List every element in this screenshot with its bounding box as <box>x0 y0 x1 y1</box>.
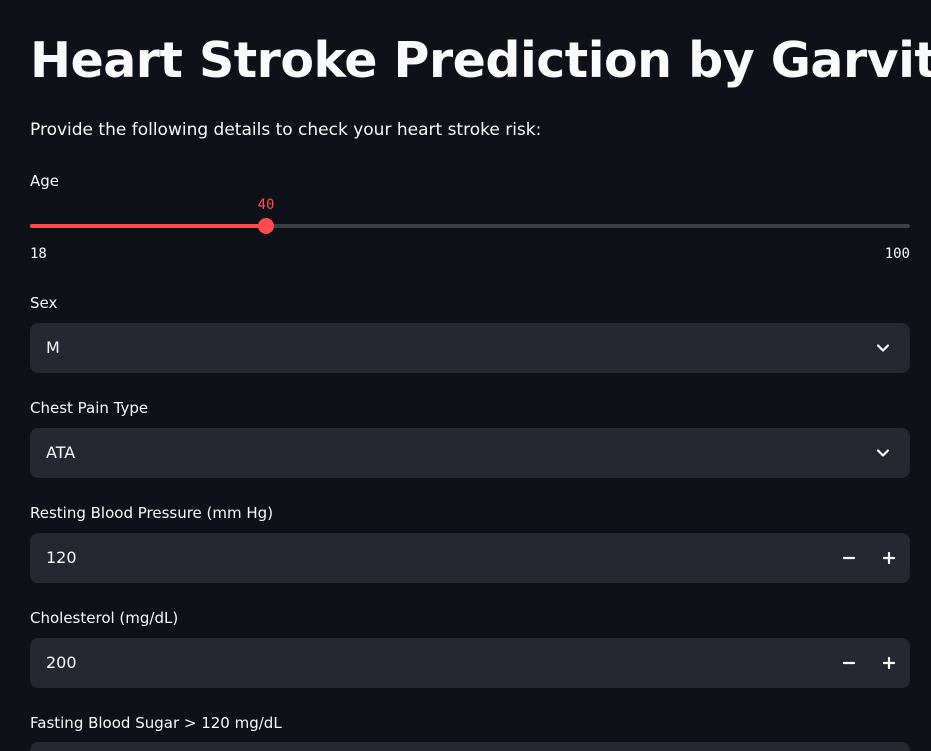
resting-bp-decrement-button[interactable] <box>829 533 869 583</box>
cholesterol-increment-button[interactable] <box>869 638 909 688</box>
age-slider-min: 18 <box>30 246 47 262</box>
plus-icon <box>883 657 895 669</box>
cholesterol-input[interactable]: 200 <box>30 638 910 688</box>
sex-select-value: M <box>46 338 60 357</box>
age-slider-value: 40 <box>257 197 275 213</box>
cholesterol-label: Cholesterol (mg/dL) <box>30 609 179 627</box>
age-slider-thumb[interactable] <box>258 218 274 234</box>
cholesterol-value[interactable]: 200 <box>46 653 77 672</box>
minus-icon <box>843 556 855 560</box>
age-slider-track[interactable] <box>30 224 910 228</box>
fasting-bs-select[interactable] <box>30 742 910 751</box>
chevron-down-icon[interactable] <box>876 341 890 355</box>
age-slider[interactable]: 40 18 100 <box>30 193 910 263</box>
resting-bp-value[interactable]: 120 <box>46 548 77 567</box>
cholesterol-decrement-button[interactable] <box>829 638 869 688</box>
page-title: Heart Stroke Prediction by Garvit <box>30 32 931 89</box>
chest-pain-type-label: Chest Pain Type <box>30 399 149 417</box>
sex-select[interactable]: M <box>30 323 910 373</box>
chest-pain-type-select-value: ATA <box>46 443 76 462</box>
age-slider-max: 100 <box>884 246 910 262</box>
minus-icon <box>843 661 855 665</box>
age-label: Age <box>30 172 60 190</box>
sex-label: Sex <box>30 294 58 312</box>
age-slider-fill <box>30 224 266 228</box>
page-subtitle: Provide the following details to check y… <box>30 120 542 140</box>
chest-pain-type-select[interactable]: ATA <box>30 428 910 478</box>
plus-icon <box>883 552 895 564</box>
resting-bp-label: Resting Blood Pressure (mm Hg) <box>30 504 274 522</box>
resting-bp-input[interactable]: 120 <box>30 533 910 583</box>
chevron-down-icon[interactable] <box>876 446 890 460</box>
fasting-bs-label: Fasting Blood Sugar > 120 mg/dL <box>30 714 282 732</box>
resting-bp-increment-button[interactable] <box>869 533 909 583</box>
